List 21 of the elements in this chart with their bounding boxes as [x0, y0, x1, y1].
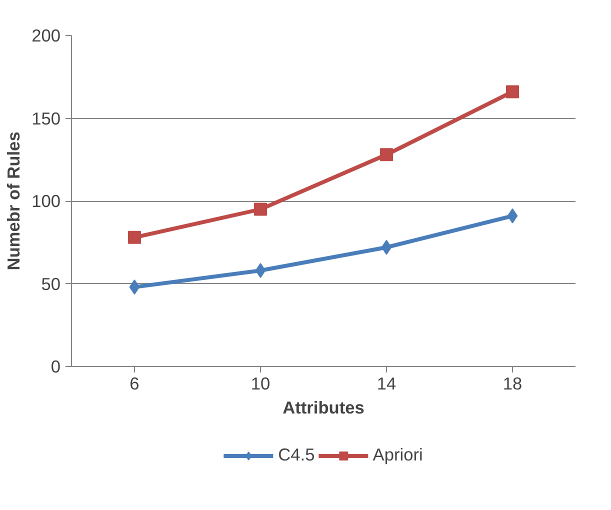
x-tick-label: 6: [130, 374, 140, 394]
x-tick-label: 14: [376, 374, 396, 394]
x-tick-label: 18: [502, 374, 522, 394]
y-tick-label: 50: [41, 274, 61, 294]
point: [380, 148, 393, 162]
y-axis-title: Numebr of Rules: [4, 132, 24, 270]
point: [255, 263, 266, 278]
y-tick-label: 200: [32, 26, 61, 46]
x-axis-title: Attributes: [282, 398, 364, 418]
y-tick-label: 0: [50, 356, 61, 376]
y-tick-label: 150: [32, 108, 61, 128]
point: [381, 240, 392, 255]
point: [254, 202, 267, 216]
x-tick-label: 10: [250, 374, 270, 394]
legend-label: C4.5: [278, 444, 315, 466]
legend-label: Apriori: [372, 444, 423, 466]
point: [507, 208, 518, 224]
point: [129, 280, 140, 295]
y-tick-label: 100: [32, 191, 61, 211]
point: [506, 85, 519, 98]
point: [128, 230, 141, 244]
